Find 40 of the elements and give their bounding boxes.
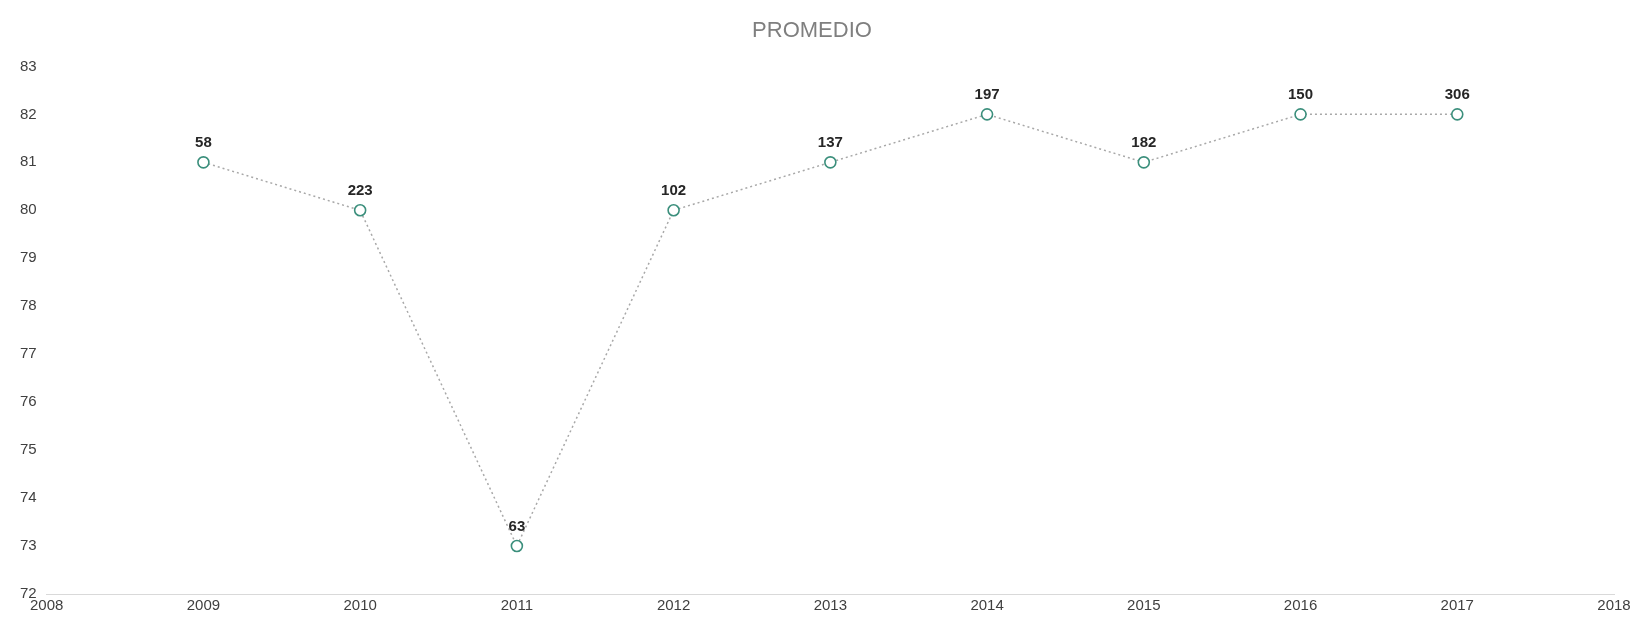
annotation: 182	[1131, 132, 1157, 150]
point	[1137, 156, 1151, 169]
y-tick-label: 75	[20, 440, 37, 458]
point	[667, 203, 680, 217]
y-tick-label: 76	[20, 392, 37, 410]
x-tick-label: 2010	[343, 596, 377, 614]
x-tick-label: 2016	[1283, 596, 1318, 614]
x-tick-label: 2012	[656, 596, 691, 614]
point	[197, 156, 210, 169]
annotation: 58	[195, 132, 212, 150]
x-tick-label: 2018	[1597, 596, 1631, 614]
annotation: 102	[661, 180, 687, 198]
annotation: 63	[508, 516, 526, 534]
annotation: 197	[974, 85, 1000, 102]
point	[510, 539, 524, 553]
y-tick-label: 74	[20, 488, 37, 506]
x-tick-label: 2015	[1127, 596, 1161, 614]
y-tick-label: 79	[20, 248, 37, 266]
x-tick-label: 2017	[1440, 596, 1474, 614]
y-tick-label: 73	[20, 536, 37, 554]
y-tick-label: 77	[20, 344, 37, 362]
chart-title: PROMEDIO	[752, 17, 872, 43]
annotation: 223	[347, 180, 373, 198]
annotation: 137	[817, 132, 843, 150]
x-tick-label: 2011	[500, 596, 534, 614]
y-tick-label: 80	[20, 200, 37, 218]
y-tick-label: 81	[20, 152, 37, 170]
point	[980, 108, 994, 121]
y-tick-label: 83	[20, 56, 37, 74]
x-tick-label: 2013	[813, 596, 848, 614]
point	[824, 156, 837, 169]
y-tick-label: 82	[20, 104, 37, 122]
annotation: 306	[1444, 85, 1470, 102]
point	[1294, 108, 1307, 121]
x-tick-label: 2009	[186, 596, 221, 614]
x-tick-label: 2014	[970, 596, 1004, 614]
point	[1450, 108, 1464, 121]
annotation: 150	[1288, 85, 1314, 102]
y-tick-label: 78	[20, 296, 37, 314]
point	[353, 203, 367, 217]
